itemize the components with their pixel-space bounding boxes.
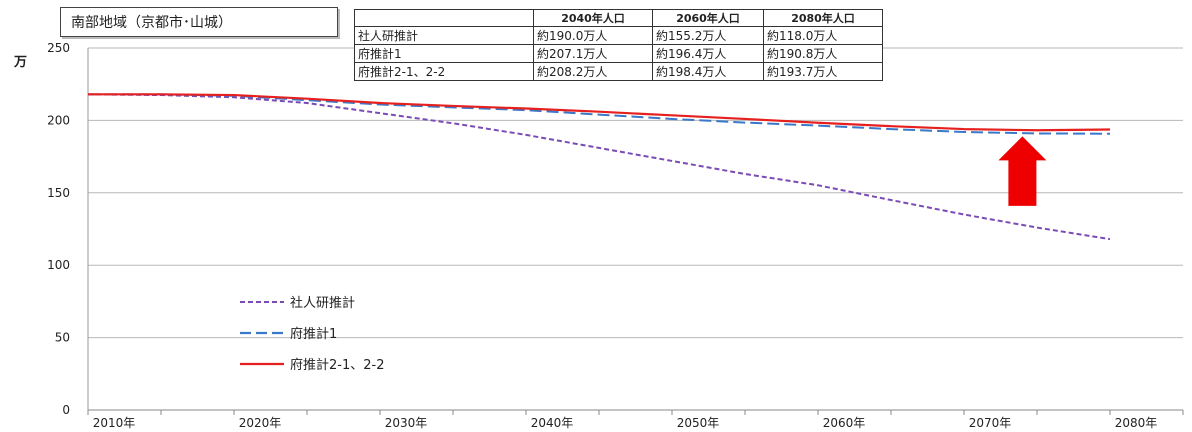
region-title: 南部地域（京都市･山城） <box>60 7 338 37</box>
table-cell: 約208.2万人 <box>533 62 653 81</box>
table-cell: 約118.0万人 <box>763 26 883 45</box>
table-cell: 約207.1万人 <box>533 44 653 63</box>
y-tick-label: 150 <box>47 186 70 200</box>
legend-item: 府推計1 <box>240 317 384 348</box>
y-tick-label: 0 <box>62 403 70 417</box>
chart-legend: 社人研推計 府推計1 府推計2-1、2-2 <box>240 286 384 379</box>
y-tick-label: 100 <box>47 258 70 272</box>
series-line-3 <box>88 93 1111 132</box>
table-cell: 約190.0万人 <box>533 26 653 45</box>
legend-swatch-dashed-long <box>240 331 284 334</box>
table-row-label: 府推計1 <box>354 44 534 63</box>
legend-item: 社人研推計 <box>240 286 384 317</box>
up-arrow-icon <box>998 136 1047 206</box>
table-cell: 約190.8万人 <box>763 44 883 63</box>
table-cell: 約193.7万人 <box>763 62 883 81</box>
table-header-cell: 2080年人口 <box>763 9 883 27</box>
y-axis-ticks: 0 50 100 150 200 250 <box>47 41 70 417</box>
table-cell: 約198.4万人 <box>652 62 764 81</box>
series-lines <box>87 93 1111 241</box>
x-tick-label: 2060年 <box>823 416 866 430</box>
table-header-row: 2040年人口 2060年人口 2080年人口 <box>354 9 883 27</box>
x-tick-label: 2050年 <box>677 416 720 430</box>
x-tick-label: 2080年 <box>1115 416 1158 430</box>
table-row: 府推計2-1、2-2 約208.2万人 約198.4万人 約193.7万人 <box>354 62 883 81</box>
y-tick-label: 250 <box>47 41 70 55</box>
x-tick-label: 2020年 <box>239 416 282 430</box>
table-row-label: 社人研推計 <box>354 26 534 45</box>
table-header-cell: 2060年人口 <box>652 9 764 27</box>
x-axis-ticks: 2010年 2020年 2030年 2040年 2050年 2060年 2070年 2080年 <box>87 410 1184 430</box>
x-tick-label: 2010年 <box>93 416 136 430</box>
legend-label: 社人研推計 <box>290 296 356 311</box>
y-axis-unit: 万 <box>14 55 28 70</box>
legend-label: 府推計1 <box>290 327 338 342</box>
x-tick-label: 2030年 <box>385 416 428 430</box>
table-row-label: 府推計2-1、2-2 <box>354 62 534 81</box>
table-cell: 約155.2万人 <box>652 26 764 45</box>
x-tick-label: 2070年 <box>969 416 1012 430</box>
table-row: 府推計1 約207.1万人 約196.4万人 約190.8万人 <box>354 44 883 63</box>
y-tick-label: 200 <box>47 113 70 127</box>
legend-item: 府推計2-1、2-2 <box>240 348 384 379</box>
y-tick-label: 50 <box>55 331 70 345</box>
x-tick-label: 2040年 <box>531 416 574 430</box>
up-arrow-annotation <box>998 136 1047 206</box>
legend-swatch-solid <box>240 362 284 365</box>
table-header-cell <box>354 9 534 27</box>
table-cell: 約196.4万人 <box>652 44 764 63</box>
legend-label: 府推計2-1、2-2 <box>290 358 385 373</box>
table-row: 社人研推計 約190.0万人 約155.2万人 約118.0万人 <box>354 26 883 45</box>
table-header-cell: 2040年人口 <box>533 9 653 27</box>
summary-table: 2040年人口 2060年人口 2080年人口 社人研推計 約190.0万人 約… <box>354 9 883 81</box>
legend-swatch-dashed-short <box>240 300 284 303</box>
series-line-1 <box>87 93 1111 241</box>
